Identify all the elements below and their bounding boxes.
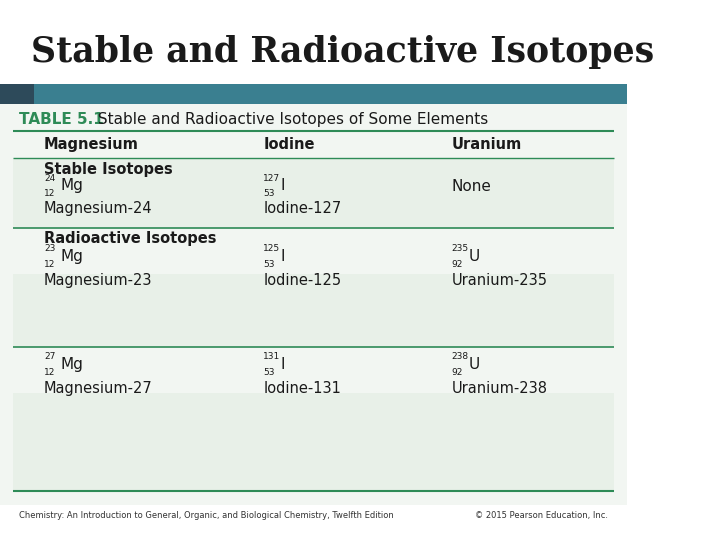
Text: None: None bbox=[451, 179, 491, 194]
Text: TABLE 5.1: TABLE 5.1 bbox=[19, 112, 104, 127]
Bar bbox=[0, 84, 35, 104]
Text: Chemistry: An Introduction to General, Organic, and Biological Chemistry, Twelft: Chemistry: An Introduction to General, O… bbox=[19, 511, 394, 520]
Text: Iodine: Iodine bbox=[264, 137, 315, 152]
Text: Magnesium-27: Magnesium-27 bbox=[44, 381, 153, 396]
Text: 53: 53 bbox=[264, 260, 275, 268]
Text: Iodine-131: Iodine-131 bbox=[264, 381, 341, 396]
Text: U: U bbox=[468, 249, 480, 264]
Bar bbox=[12, 393, 614, 491]
Bar bbox=[35, 84, 627, 104]
Text: © 2015 Pearson Education, Inc.: © 2015 Pearson Education, Inc. bbox=[475, 511, 608, 520]
Text: Mg: Mg bbox=[60, 178, 84, 193]
Bar bbox=[12, 158, 614, 228]
Text: 235: 235 bbox=[451, 245, 469, 253]
Text: Mg: Mg bbox=[60, 357, 84, 372]
Text: 12: 12 bbox=[44, 260, 55, 268]
Text: I: I bbox=[280, 357, 284, 372]
Text: 53: 53 bbox=[264, 368, 275, 376]
Text: U: U bbox=[468, 357, 480, 372]
Text: 125: 125 bbox=[264, 245, 281, 253]
Text: Magnesium: Magnesium bbox=[44, 137, 139, 152]
Text: Uranium-238: Uranium-238 bbox=[451, 381, 547, 396]
Text: 53: 53 bbox=[264, 189, 275, 198]
Bar bbox=[12, 274, 614, 347]
Bar bbox=[0, 104, 627, 505]
Text: Stable Isotopes: Stable Isotopes bbox=[44, 161, 173, 177]
Text: I: I bbox=[280, 249, 284, 264]
Text: Radioactive Isotopes: Radioactive Isotopes bbox=[44, 231, 217, 246]
Text: Magnesium-24: Magnesium-24 bbox=[44, 201, 153, 217]
Text: 92: 92 bbox=[451, 260, 463, 268]
Text: Mg: Mg bbox=[60, 249, 84, 264]
Text: Iodine-127: Iodine-127 bbox=[264, 201, 341, 217]
Text: 24: 24 bbox=[44, 174, 55, 183]
Text: Iodine-125: Iodine-125 bbox=[264, 273, 341, 288]
Text: I: I bbox=[280, 178, 284, 193]
Text: Uranium: Uranium bbox=[451, 137, 522, 152]
Text: 92: 92 bbox=[451, 368, 463, 376]
Text: 12: 12 bbox=[44, 189, 55, 198]
Text: 27: 27 bbox=[44, 353, 55, 361]
Text: Uranium-235: Uranium-235 bbox=[451, 273, 547, 288]
Text: 12: 12 bbox=[44, 368, 55, 376]
Text: 131: 131 bbox=[264, 353, 281, 361]
Text: Magnesium-23: Magnesium-23 bbox=[44, 273, 153, 288]
Text: 238: 238 bbox=[451, 353, 469, 361]
Text: 127: 127 bbox=[264, 174, 281, 183]
Text: Stable and Radioactive Isotopes: Stable and Radioactive Isotopes bbox=[32, 35, 654, 69]
Text: Stable and Radioactive Isotopes of Some Elements: Stable and Radioactive Isotopes of Some … bbox=[93, 112, 488, 127]
Text: 23: 23 bbox=[44, 245, 55, 253]
